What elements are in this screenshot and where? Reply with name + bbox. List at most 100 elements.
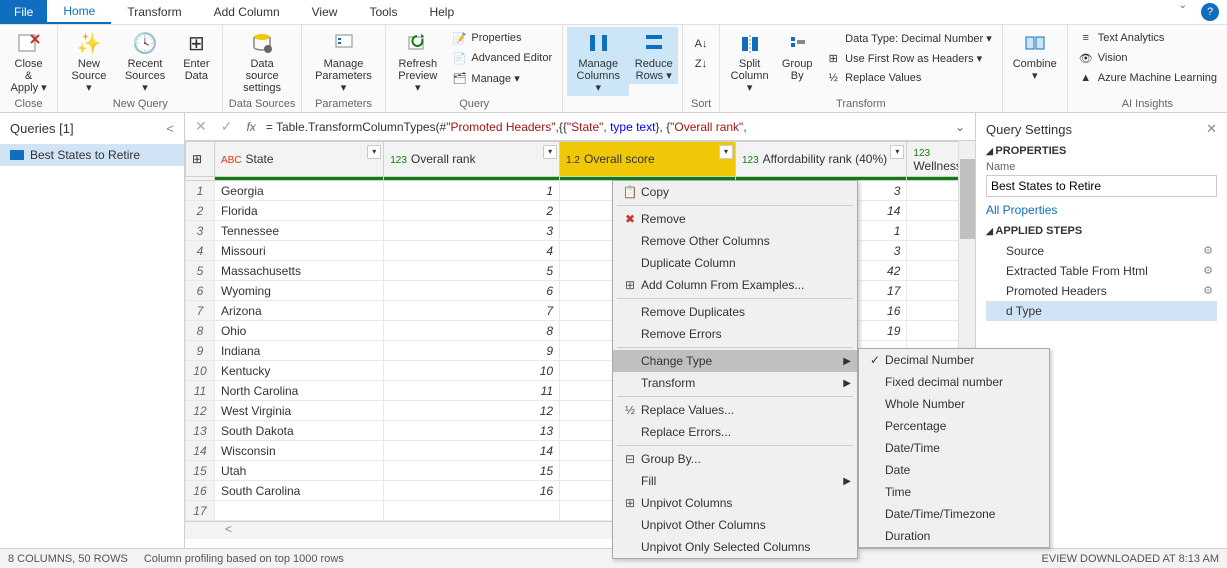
cell-rank[interactable]: 12 <box>384 401 560 421</box>
all-properties-link[interactable]: All Properties <box>986 203 1217 217</box>
filter-dropdown-icon[interactable]: ▾ <box>719 145 733 159</box>
ctx-duplicate-column[interactable]: Duplicate Column <box>613 252 857 274</box>
cell-rank[interactable]: 14 <box>384 441 560 461</box>
cell-state[interactable]: Wisconsin <box>214 441 383 461</box>
cell-state[interactable]: Utah <box>214 461 383 481</box>
step-source[interactable]: Source⚙ <box>986 241 1217 261</box>
ctx-fill[interactable]: Fill▶ <box>613 470 857 492</box>
filter-dropdown-icon[interactable]: ▾ <box>367 145 381 159</box>
cell-rank[interactable]: 13 <box>384 421 560 441</box>
group-by-button[interactable]: GroupBy <box>775 27 819 84</box>
cell-state[interactable]: Florida <box>214 201 383 221</box>
menu-tab-view[interactable]: View <box>296 0 354 24</box>
ctx-replace-values-[interactable]: ½Replace Values... <box>613 399 857 421</box>
gear-icon[interactable]: ⚙ <box>1203 264 1213 277</box>
column-header-state[interactable]: ABCState▾ <box>214 142 383 177</box>
file-menu[interactable]: File <box>0 0 47 24</box>
type-date-time[interactable]: Date/Time <box>859 437 1049 459</box>
cell-rank[interactable]: 1 <box>384 181 560 201</box>
data-source-settings-button[interactable]: Data sourcesettings <box>227 27 296 96</box>
new-source-button[interactable]: ✨NewSource ▾ <box>62 27 115 96</box>
ctx-remove-other-columns[interactable]: Remove Other Columns <box>613 230 857 252</box>
column-header-affordability-rank-[interactable]: 123Affordability rank (40%)▾ <box>735 142 906 177</box>
ribbon-collapse-icon[interactable]: ⌄ <box>1173 0 1193 24</box>
help-icon[interactable]: ? <box>1201 3 1219 21</box>
filter-dropdown-icon[interactable]: ▾ <box>890 145 904 159</box>
ctx-copy[interactable]: 📋Copy <box>613 181 857 203</box>
cell-state[interactable] <box>214 501 383 521</box>
ctx-transform[interactable]: Transform▶ <box>613 372 857 394</box>
gear-icon[interactable]: ⚙ <box>1203 244 1213 257</box>
transform-item-0[interactable]: Data Type: Decimal Number ▾ <box>823 29 994 47</box>
query-properties-button[interactable]: 📝Properties <box>449 29 554 47</box>
cell-rank[interactable]: 2 <box>384 201 560 221</box>
ctx-group-by-[interactable]: ⊟Group By... <box>613 448 857 470</box>
filter-dropdown-icon[interactable]: ▾ <box>543 145 557 159</box>
cell-rank[interactable]: 8 <box>384 321 560 341</box>
transform-item-2[interactable]: ½Replace Values <box>823 69 994 87</box>
combine-button[interactable]: Combine▾ <box>1007 27 1063 84</box>
cell-rank[interactable]: 9 <box>384 341 560 361</box>
gear-icon[interactable]: ⚙ <box>1203 284 1213 297</box>
recent-sources-button[interactable]: 🕓RecentSources ▾ <box>116 27 175 96</box>
properties-section-header[interactable]: PROPERTIES <box>986 145 1217 157</box>
manage-columns-button[interactable]: ManageColumns ▾ <box>567 27 629 96</box>
query-manage-button[interactable]: 🗂Manage ▾ <box>449 69 554 87</box>
cell-rank[interactable]: 7 <box>384 301 560 321</box>
cell-state[interactable]: Massachusetts <box>214 261 383 281</box>
close-apply-button[interactable]: Close &Apply ▾ <box>4 27 53 96</box>
type-decimal-number[interactable]: ✓Decimal Number <box>859 349 1049 371</box>
cell-state[interactable]: Missouri <box>214 241 383 261</box>
cell-state[interactable]: Indiana <box>214 341 383 361</box>
cell-rank[interactable]: 5 <box>384 261 560 281</box>
query-name-input[interactable] <box>986 175 1217 197</box>
step-extracted-table-from-html[interactable]: Extracted Table From Html⚙ <box>986 261 1217 281</box>
ai-text-button[interactable]: ≡Text Analytics <box>1076 29 1219 47</box>
sort-desc-button[interactable]: Z↓ <box>691 55 711 73</box>
ai-vision-button[interactable]: 👁Vision <box>1076 49 1219 67</box>
column-header-overall-score[interactable]: 1.2Overall score▾ <box>560 142 736 177</box>
type-date-time-timezone[interactable]: Date/Time/Timezone <box>859 503 1049 525</box>
split-column-button[interactable]: SplitColumn ▾ <box>724 27 775 96</box>
type-duration[interactable]: Duration <box>859 525 1049 547</box>
table-corner[interactable]: ⊞ <box>186 142 215 177</box>
cell-state[interactable]: Wyoming <box>214 281 383 301</box>
column-header-overall-rank[interactable]: 123Overall rank▾ <box>384 142 560 177</box>
menu-tab-transform[interactable]: Transform <box>111 0 197 24</box>
type-whole-number[interactable]: Whole Number <box>859 393 1049 415</box>
cell-state[interactable]: South Carolina <box>214 481 383 501</box>
cell-state[interactable]: South Dakota <box>214 421 383 441</box>
ai-azure-button[interactable]: ▲Azure Machine Learning <box>1076 69 1219 87</box>
ctx-unpivot-only-selected-columns[interactable]: Unpivot Only Selected Columns <box>613 536 857 558</box>
cell-rank[interactable]: 6 <box>384 281 560 301</box>
formula-commit-icon[interactable]: ✓ <box>217 118 237 135</box>
applied-steps-header[interactable]: APPLIED STEPS <box>986 225 1217 237</box>
cell-state[interactable]: Arizona <box>214 301 383 321</box>
cell-state[interactable]: Tennessee <box>214 221 383 241</box>
step-promoted-headers[interactable]: Promoted Headers⚙ <box>986 281 1217 301</box>
cell-state[interactable]: North Carolina <box>214 381 383 401</box>
menu-tab-help[interactable]: Help <box>413 0 470 24</box>
cell-state[interactable]: Georgia <box>214 181 383 201</box>
cell-rank[interactable]: 3 <box>384 221 560 241</box>
cell-state[interactable]: Kentucky <box>214 361 383 381</box>
ctx-remove-duplicates[interactable]: Remove Duplicates <box>613 301 857 323</box>
ctx-replace-errors-[interactable]: Replace Errors... <box>613 421 857 443</box>
reduce-rows-button[interactable]: ReduceRows ▾ <box>629 27 678 84</box>
cell-rank[interactable] <box>384 501 560 521</box>
query-advanced-button[interactable]: 📄Advanced Editor <box>449 49 554 67</box>
formula-input[interactable]: = Table.TransformColumnTypes(#"Promoted … <box>266 120 945 134</box>
query-list-item[interactable]: Best States to Retire <box>0 144 184 166</box>
refresh-preview-button[interactable]: RefreshPreview ▾ <box>390 27 445 96</box>
type-fixed-decimal-number[interactable]: Fixed decimal number <box>859 371 1049 393</box>
settings-close-icon[interactable]: ✕ <box>1206 121 1217 137</box>
fx-icon[interactable]: fx <box>242 120 259 134</box>
ctx-remove-errors[interactable]: Remove Errors <box>613 323 857 345</box>
formula-expand-icon[interactable]: ⌄ <box>951 120 969 134</box>
manage-parameters-button[interactable]: ManageParameters ▾ <box>306 27 381 96</box>
type-percentage[interactable]: Percentage <box>859 415 1049 437</box>
queries-collapse-icon[interactable]: < <box>166 121 174 136</box>
enter-data-button[interactable]: ⊞EnterData <box>174 27 218 84</box>
cell-rank[interactable]: 16 <box>384 481 560 501</box>
cell-rank[interactable]: 15 <box>384 461 560 481</box>
